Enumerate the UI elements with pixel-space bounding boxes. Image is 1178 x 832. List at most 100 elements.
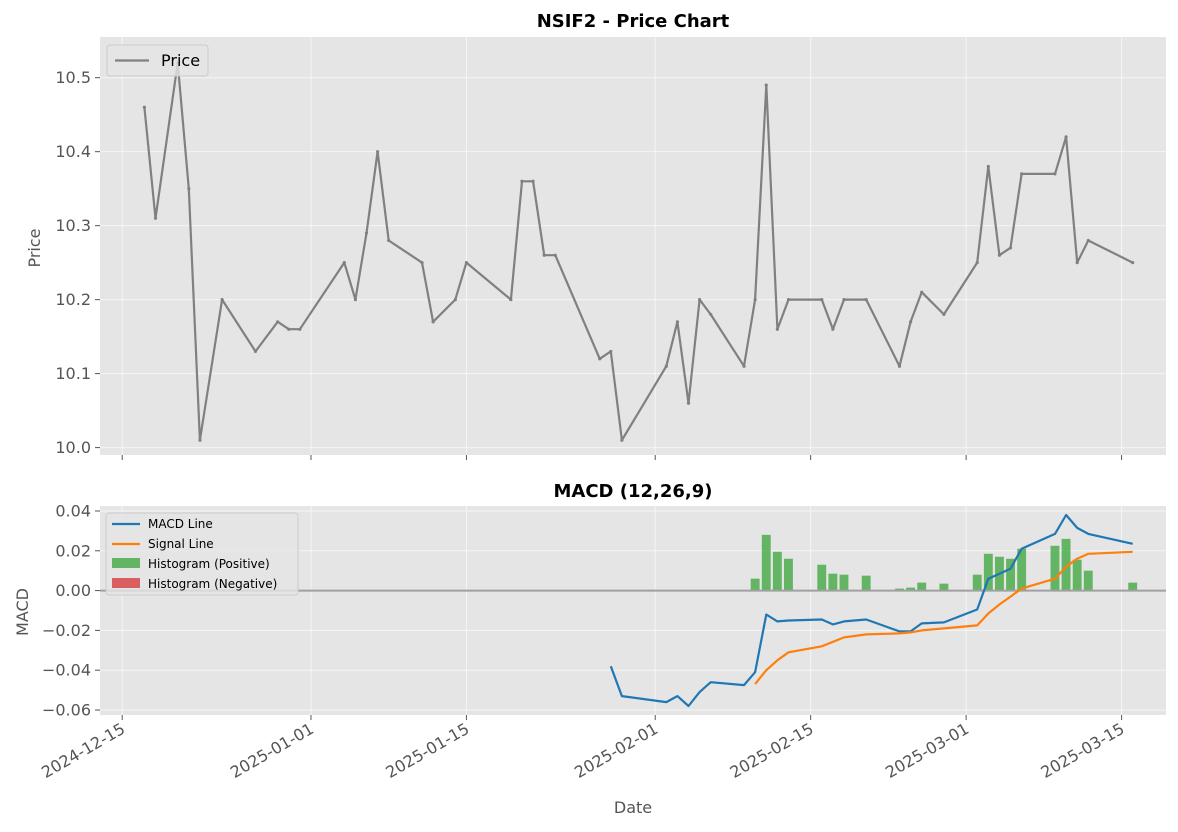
x-tick-label: 2025-03-01 <box>882 719 972 782</box>
histogram-positive-bar <box>1017 548 1027 591</box>
macd-legend-swatch-hist-pos <box>112 558 140 568</box>
histogram-positive-bar <box>828 573 838 591</box>
histogram-positive-bar <box>861 575 871 591</box>
histogram-positive-bar <box>1072 559 1082 591</box>
price-point <box>153 216 158 220</box>
price-point <box>975 261 979 265</box>
price-point <box>364 231 369 235</box>
price-point <box>920 290 924 294</box>
macd-y-ticks: −0.06 −0.04 −0.02 0.00 0.02 0.04 <box>42 501 100 720</box>
histogram-positive-bar <box>784 558 793 591</box>
price-point <box>276 320 280 324</box>
price-y-tick-label: 10.0 <box>55 438 91 457</box>
price-y-tick-label: 10.3 <box>55 216 91 235</box>
price-y-ticks: 10.0 10.1 10.2 10.3 10.4 10.5 <box>55 68 100 457</box>
price-point <box>986 164 990 169</box>
price-legend-box <box>106 44 209 77</box>
price-point <box>187 187 191 191</box>
price-point <box>709 312 713 317</box>
histogram-positive-bar <box>750 578 760 591</box>
price-point <box>553 253 557 257</box>
macd-legend-label-macd: MACD Line <box>148 517 213 531</box>
price-point <box>864 298 868 302</box>
price-y-axis-label: Price <box>25 228 44 267</box>
price-point <box>820 298 824 302</box>
price-point <box>1020 172 1024 176</box>
price-point <box>287 327 291 331</box>
x-tick-label: 2025-03-15 <box>1038 719 1128 782</box>
price-point <box>775 327 779 331</box>
price-y-tick-label: 10.1 <box>55 364 91 383</box>
price-legend-label: Price <box>161 51 200 70</box>
price-x-ticks <box>121 455 1123 460</box>
price-point <box>686 401 691 405</box>
price-point <box>1075 261 1079 265</box>
price-point <box>620 438 624 442</box>
histogram-positive-bar <box>817 564 827 591</box>
histogram-positive-bar <box>939 583 949 591</box>
price-point <box>353 298 357 302</box>
price-point <box>376 150 380 154</box>
x-tick-label: 2024-12-15 <box>38 719 128 782</box>
macd-y-tick-label: −0.02 <box>42 621 91 640</box>
price-y-tick-label: 10.4 <box>55 142 91 161</box>
price-point <box>509 298 513 302</box>
price-point <box>387 238 391 243</box>
macd-y-tick-label: 0.02 <box>55 541 91 560</box>
price-point <box>1053 172 1057 176</box>
x-axis-label: Date <box>614 798 652 817</box>
price-chart-title: NSIF2 - Price Chart <box>537 11 730 32</box>
macd-y-tick-label: 0.04 <box>55 501 91 520</box>
histogram-positive-bar <box>761 534 771 591</box>
price-point <box>542 253 546 257</box>
price-point <box>598 357 602 361</box>
price-point <box>220 298 224 302</box>
price-y-tick-label: 10.5 <box>55 68 91 87</box>
price-point <box>764 83 768 87</box>
price-point <box>1086 238 1090 243</box>
price-point <box>753 298 757 302</box>
macd-x-ticks: 2024-12-15 2025-01-01 2025-01-15 2025-02-01… <box>38 715 1128 782</box>
macd-legend: MACD Line Signal Line Histogram (Positiv… <box>105 512 299 596</box>
price-series <box>142 61 1135 442</box>
price-point <box>675 320 680 324</box>
macd-y-axis-label: MACD <box>13 588 32 636</box>
x-tick-label: 2025-02-15 <box>727 719 817 782</box>
signal-line <box>754 550 1133 685</box>
price-point <box>609 349 613 354</box>
price-point <box>742 364 746 368</box>
price-point <box>253 349 258 354</box>
x-tick-label: 2025-01-01 <box>227 719 317 782</box>
macd-legend-label-signal: Signal Line <box>148 537 214 551</box>
price-point <box>897 364 902 368</box>
price-point <box>1064 135 1068 139</box>
histogram-positive-bar <box>906 587 916 591</box>
macd-legend-box <box>105 512 299 596</box>
macd-series <box>609 513 1133 708</box>
histogram-positive-bar <box>1061 538 1071 591</box>
histogram-positive-bar <box>1083 570 1093 591</box>
price-legend: Price <box>106 44 209 77</box>
macd-legend-label-hist-pos: Histogram (Positive) <box>148 557 270 571</box>
histogram-positive-bar <box>772 551 782 591</box>
histogram-positive-bar <box>983 553 993 591</box>
price-point <box>464 261 469 265</box>
macd-y-tick-label: 0.00 <box>55 581 91 600</box>
price-point <box>664 364 668 368</box>
price-point <box>198 438 202 442</box>
histogram-positive-bar <box>1050 545 1060 591</box>
x-tick-label: 2025-01-15 <box>382 719 472 782</box>
price-point <box>909 320 913 324</box>
histogram-positive-bar <box>1128 582 1138 591</box>
price-point <box>786 298 791 302</box>
price-point <box>342 261 346 265</box>
price-point <box>420 261 424 265</box>
macd-y-tick-label: −0.06 <box>42 701 91 720</box>
macd-legend-label-hist-neg: Histogram (Negative) <box>148 577 277 591</box>
price-point <box>520 179 524 183</box>
price-point <box>842 298 846 302</box>
histogram-positive-bar <box>972 574 982 591</box>
price-gridlines <box>100 37 1166 455</box>
